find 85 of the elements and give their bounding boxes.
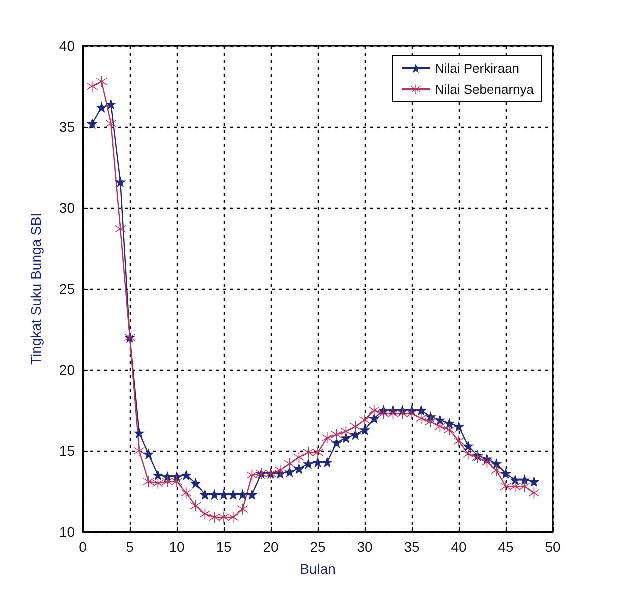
point <box>200 489 211 500</box>
x-tick-label: 15 <box>216 539 232 555</box>
point <box>237 489 248 500</box>
point <box>209 512 220 523</box>
x-tick-label: 20 <box>263 539 279 555</box>
point <box>340 432 352 444</box>
point <box>218 489 230 500</box>
point <box>360 424 370 436</box>
point <box>491 458 502 470</box>
y-tick-label: 25 <box>59 281 76 297</box>
y-tick-label: 40 <box>59 38 76 54</box>
point <box>86 118 98 130</box>
point <box>106 118 117 130</box>
point <box>312 456 324 468</box>
point <box>331 437 342 448</box>
point <box>246 470 258 481</box>
point <box>303 458 314 470</box>
x-tick-label: 25 <box>310 539 326 555</box>
point <box>303 447 314 458</box>
x-tick-label: 45 <box>498 539 514 555</box>
x-tick-label: 5 <box>126 539 134 555</box>
point <box>454 421 464 432</box>
point <box>350 429 362 440</box>
y-tick-label: 20 <box>59 362 76 378</box>
x-tick-label: 40 <box>451 539 467 555</box>
y-tick-label: 10 <box>59 524 76 540</box>
point <box>246 489 258 500</box>
point <box>322 456 333 468</box>
point <box>134 446 145 456</box>
x-tick-label: 35 <box>404 539 420 555</box>
point <box>350 421 362 432</box>
y-tick-label: 35 <box>59 119 76 135</box>
x-tick-label: 10 <box>169 539 185 555</box>
point <box>510 481 521 492</box>
x-tick-label: 0 <box>79 539 88 555</box>
point <box>462 440 474 452</box>
point <box>528 476 540 488</box>
y-axis-title: Tingkat Suku Bunga SBI <box>28 212 44 366</box>
point <box>172 476 182 488</box>
point <box>115 224 126 235</box>
point <box>434 421 446 432</box>
point <box>444 418 456 429</box>
point <box>152 470 164 481</box>
point <box>500 481 512 492</box>
point <box>360 414 370 426</box>
point <box>462 448 474 460</box>
point <box>115 176 126 188</box>
point <box>491 464 502 476</box>
x-tick-label: 30 <box>357 539 373 555</box>
point <box>284 466 296 478</box>
point <box>162 476 174 488</box>
point <box>143 448 154 460</box>
point <box>228 512 239 523</box>
x-tick-label: 50 <box>545 539 561 555</box>
point <box>209 489 220 500</box>
legend-label: Nilai Sebenarnya <box>434 82 535 97</box>
point <box>406 408 418 420</box>
point <box>134 428 145 439</box>
x-axis-title: Bulan <box>300 561 336 577</box>
point <box>416 405 427 416</box>
point <box>294 463 305 474</box>
point <box>368 413 380 424</box>
point <box>500 468 512 480</box>
point <box>106 98 117 110</box>
y-tick-label: 15 <box>59 443 76 459</box>
point <box>444 424 456 436</box>
point <box>143 476 154 488</box>
point <box>86 81 98 92</box>
y-tick-label: 30 <box>59 200 76 216</box>
point <box>218 512 230 523</box>
point <box>397 408 408 420</box>
point <box>434 414 446 426</box>
legend-label: Nilai Perkiraan <box>434 61 520 76</box>
point <box>180 470 192 481</box>
point <box>96 102 108 114</box>
point <box>322 432 333 444</box>
point <box>274 464 286 476</box>
point <box>519 474 530 486</box>
point <box>416 413 427 424</box>
point <box>228 489 239 500</box>
point <box>180 488 192 499</box>
point <box>190 478 202 489</box>
point <box>312 447 324 458</box>
point <box>454 436 464 447</box>
point <box>368 405 380 416</box>
